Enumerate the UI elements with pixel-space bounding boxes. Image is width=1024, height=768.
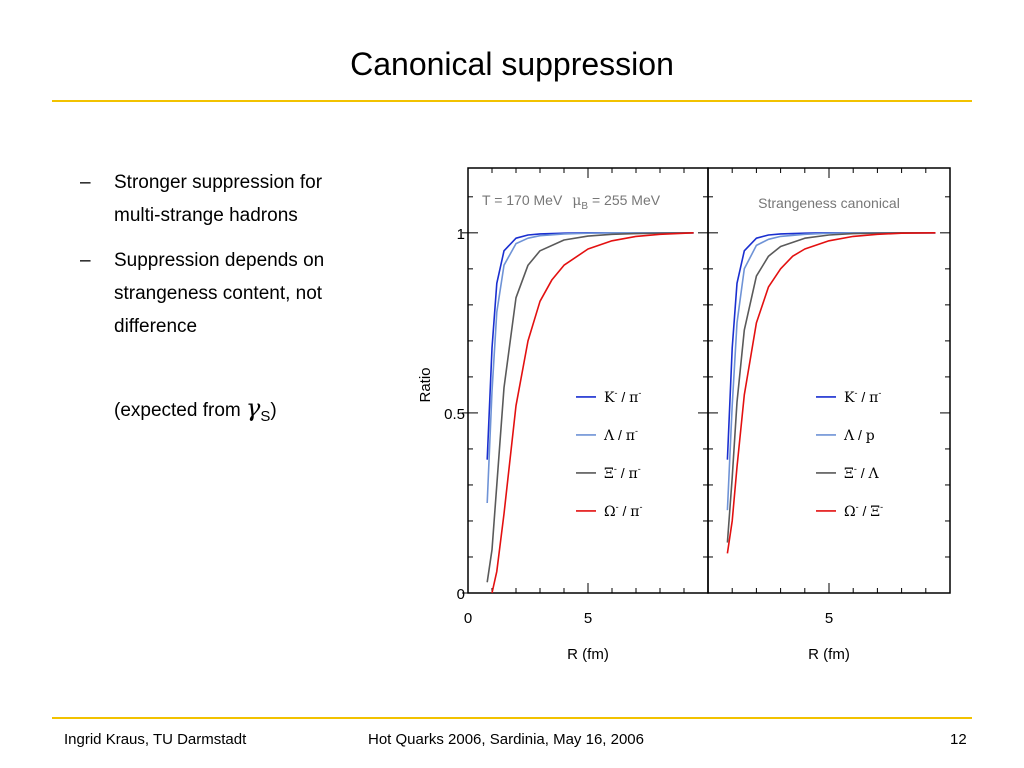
legend-charge: - bbox=[880, 502, 883, 512]
legend-charge: - bbox=[614, 464, 617, 474]
legend-charge: - bbox=[616, 502, 619, 512]
page-number: 12 bbox=[950, 731, 967, 748]
footer-author: Ingrid Kraus, TU Darmstadt bbox=[64, 731, 247, 748]
legend-charge: - bbox=[878, 388, 881, 398]
legend-particle: Ξ bbox=[604, 466, 614, 482]
legend-particle: Ω bbox=[604, 504, 616, 520]
legend-label: Ξ- / Λ bbox=[844, 464, 880, 482]
legend-label: K- / π- bbox=[844, 388, 881, 406]
legend-particle: Ξ bbox=[844, 466, 854, 482]
legend-charge: - bbox=[856, 502, 859, 512]
bullet-item: – Stronger suppression for multi-strange… bbox=[80, 166, 390, 232]
bullet-dash: – bbox=[80, 172, 91, 193]
legend-particle: Λ bbox=[843, 428, 855, 444]
legend-particle: Λ bbox=[868, 466, 880, 482]
legend-particle: π bbox=[629, 390, 638, 406]
plot-frame bbox=[707, 167, 951, 594]
plot-frame bbox=[467, 167, 709, 594]
legend-separator: / bbox=[617, 389, 629, 405]
legend-charge: - bbox=[639, 502, 642, 512]
footer-divider bbox=[52, 717, 972, 719]
canonical-annotation: Strangeness canonical bbox=[758, 195, 900, 211]
bullet-dash: – bbox=[80, 250, 91, 271]
legend-separator: / bbox=[857, 465, 869, 481]
legend-charge: - bbox=[854, 464, 857, 474]
bullet-text-line: Suppression depends on bbox=[114, 250, 325, 271]
y-tick-label: 0 bbox=[457, 586, 465, 603]
legend-particle: Λ bbox=[603, 428, 615, 444]
legend-particle: K bbox=[604, 390, 615, 406]
temperature-text: T = 170 MeV bbox=[482, 192, 563, 208]
bullet-text-line: multi-strange hadrons bbox=[114, 205, 298, 226]
legend-charge: - bbox=[614, 388, 617, 398]
legend-particle: π bbox=[630, 504, 639, 520]
legend-particle: K bbox=[844, 390, 855, 406]
temperature-annotation: T = 170 MeV μB = 255 MeV bbox=[482, 192, 661, 212]
legend-separator: / bbox=[859, 503, 871, 519]
x-tick-label: 5 bbox=[584, 610, 592, 627]
series-line bbox=[486, 232, 694, 504]
legend-separator: / bbox=[857, 389, 869, 405]
series-line bbox=[486, 232, 694, 460]
footer-event: Hot Quarks 2006, Sardinia, May 16, 2006 bbox=[368, 731, 644, 748]
ratio-chart: 0 5 0 0.5 1 R (fm) Ratio T = 170 MeV μB = 255 Me… bbox=[417, 167, 951, 663]
gamma-subscript: S bbox=[260, 408, 271, 425]
legend-separator: / bbox=[619, 503, 631, 519]
legend-charge: - bbox=[854, 388, 857, 398]
legend-separator: / bbox=[854, 427, 866, 443]
series-line bbox=[491, 232, 694, 594]
y-tick-label: 1 bbox=[457, 226, 465, 243]
bullet-list: – Stronger suppression for multi-strange… bbox=[80, 166, 390, 355]
mu-value: = 255 MeV bbox=[588, 192, 661, 208]
legend-particle: π bbox=[629, 466, 638, 482]
gamma-note: (expected from γS) bbox=[114, 394, 277, 425]
note-suffix: ) bbox=[270, 400, 277, 421]
series-line bbox=[726, 232, 936, 460]
legend-particle: π bbox=[626, 428, 635, 444]
legend-separator: / bbox=[617, 465, 629, 481]
gamma-symbol: γ bbox=[246, 394, 261, 422]
legend-label: Λ / π- bbox=[603, 426, 638, 444]
title-divider bbox=[52, 100, 972, 102]
legend-particle: Ξ bbox=[870, 504, 880, 520]
legend-charge: - bbox=[635, 426, 638, 436]
bullet-text-line: Stronger suppression for bbox=[114, 172, 323, 193]
legend-label: Ω- / Ξ- bbox=[844, 502, 883, 520]
legend-charge: - bbox=[638, 464, 641, 474]
legend-label: Λ / p bbox=[843, 427, 875, 444]
series-line bbox=[726, 232, 936, 511]
x-tick-label: 5 bbox=[825, 610, 833, 627]
note-prefix: (expected from bbox=[114, 400, 246, 421]
y-axis-label: Ratio bbox=[417, 367, 434, 402]
bullet-item: – Suppression depends on strangeness con… bbox=[80, 244, 390, 343]
series-line bbox=[486, 232, 694, 583]
x-axis-label: R (fm) bbox=[808, 646, 850, 663]
y-tick-label: 0.5 bbox=[444, 406, 465, 423]
mu-subscript: B bbox=[581, 201, 588, 212]
bullet-text-line: strangeness content, not bbox=[114, 283, 323, 304]
mu-symbol: μ bbox=[572, 193, 581, 209]
legend-label: Ξ- / π- bbox=[604, 464, 641, 482]
legend-particle: p bbox=[866, 428, 875, 444]
legend-label: K- / π- bbox=[604, 388, 641, 406]
series-line bbox=[726, 232, 936, 554]
slide-title: Canonical suppression bbox=[350, 46, 674, 82]
legend-separator: / bbox=[614, 427, 626, 443]
x-axis-label: R (fm) bbox=[567, 646, 609, 663]
legend-label: Ω- / π- bbox=[604, 502, 642, 520]
legend-particle: π bbox=[869, 390, 878, 406]
legend-charge: - bbox=[638, 388, 641, 398]
bullet-text-line: difference bbox=[114, 316, 198, 337]
series-line bbox=[726, 232, 936, 543]
x-tick-label: 0 bbox=[464, 610, 472, 627]
legend-particle: Ω bbox=[844, 504, 856, 520]
